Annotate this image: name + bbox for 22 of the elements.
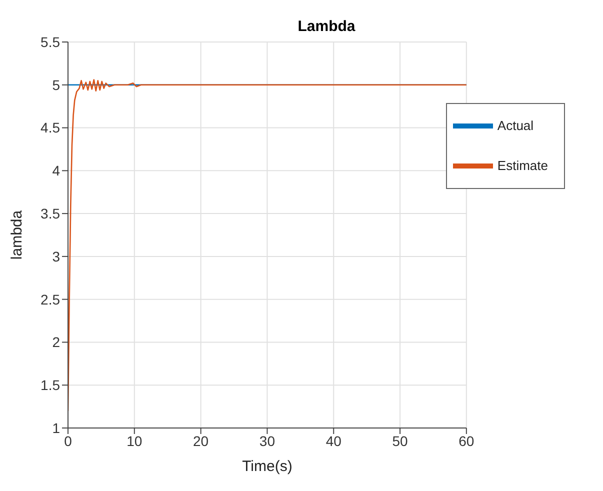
x-tick-label: 30 — [259, 432, 276, 449]
x-tick-label: 20 — [193, 432, 209, 449]
y-tick-label: 4 — [52, 162, 60, 179]
y-tick-label: 4.5 — [40, 120, 60, 136]
y-tick-label: 2.5 — [40, 291, 60, 308]
y-tick-label: 2 — [52, 334, 60, 350]
legend-label: Actual — [497, 118, 534, 134]
x-tick-label: 0 — [64, 432, 72, 449]
y-tick-label: 1 — [52, 420, 60, 436]
chart-title: Lambda — [296, 18, 356, 35]
y-tick-label: 5 — [52, 76, 60, 93]
y-tick-label: 3.5 — [40, 206, 60, 222]
x-tick-label: 60 — [458, 432, 474, 449]
x-tick-label: 40 — [326, 432, 342, 449]
x-axis-title: Time(s) — [242, 458, 292, 475]
legend-label: Estimate — [497, 158, 548, 174]
y-tick-label: 3 — [52, 248, 60, 264]
x-tick-label: 50 — [392, 432, 408, 449]
y-tick-label: 1.5 — [40, 377, 60, 394]
y-tick-label: 5.5 — [40, 34, 60, 50]
y-axis-title: lambda — [8, 210, 26, 260]
x-tick-label: 10 — [126, 432, 142, 449]
